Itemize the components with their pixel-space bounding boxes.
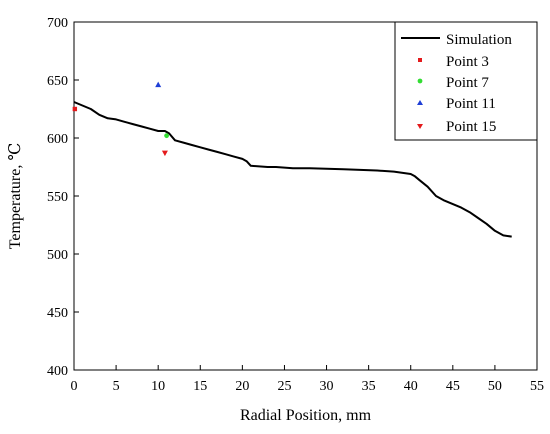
x-tick-label-30: 30 <box>320 379 334 394</box>
x-tick-label-35: 35 <box>362 379 376 394</box>
y-tick-label-400: 400 <box>47 364 68 379</box>
y-tick-label-450: 450 <box>47 306 68 321</box>
x-tick-label-5: 5 <box>113 379 120 394</box>
legend-swatch-point-3 <box>418 58 422 62</box>
marker-point-11 <box>155 81 162 88</box>
x-tick-label-55: 55 <box>530 379 544 394</box>
legend-label-point-7: Point 7 <box>446 75 489 91</box>
legend-label-point-15: Point 15 <box>446 119 496 135</box>
marker-point-15 <box>161 150 168 157</box>
x-tick-label-25: 25 <box>277 379 291 394</box>
legend: Simulation Point 3 Point 7 Point 11 Poin… <box>394 21 538 141</box>
legend-swatch-point-7 <box>417 78 423 84</box>
legend-swatch-point-11 <box>417 100 423 105</box>
axis-tick-labels: 0 5 10 15 20 25 30 35 40 45 50 55 400 450 500 550 600 650… <box>47 16 544 394</box>
y-tick-label-500: 500 <box>47 248 68 263</box>
x-tick-label-40: 40 <box>404 379 418 394</box>
x-tick-label-50: 50 <box>488 379 502 394</box>
x-tick-label-10: 10 <box>151 379 165 394</box>
legend-swatch-point-15 <box>417 124 423 129</box>
legend-label-simulation: Simulation <box>446 32 512 48</box>
y-axis-label: Temperature, ℃ <box>7 143 24 250</box>
x-tick-label-0: 0 <box>71 379 78 394</box>
marker-point-3 <box>72 106 78 112</box>
marker-point-7 <box>164 133 170 139</box>
series-layer <box>72 81 512 238</box>
legend-label-point-3: Point 3 <box>446 54 489 70</box>
x-tick-label-20: 20 <box>235 379 249 394</box>
y-tick-label-700: 700 <box>47 16 68 31</box>
axis-ticks <box>73 21 538 371</box>
x-tick-label-45: 45 <box>446 379 460 394</box>
y-tick-label-600: 600 <box>47 132 68 147</box>
x-tick-label-15: 15 <box>193 379 207 394</box>
x-axis-label: Radial Position, mm <box>240 407 372 424</box>
legend-label-point-11: Point 11 <box>446 96 496 112</box>
y-tick-label-550: 550 <box>47 190 68 205</box>
y-tick-label-650: 650 <box>47 74 68 89</box>
series-simulation-line <box>73 101 512 238</box>
